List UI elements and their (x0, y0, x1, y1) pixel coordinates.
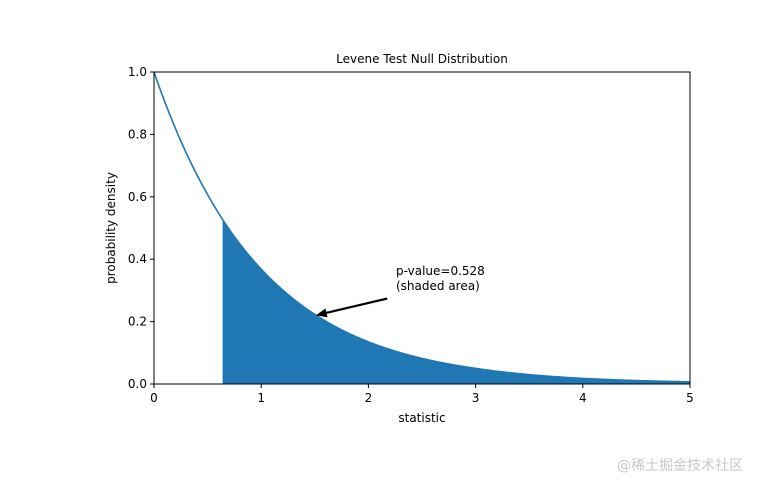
annotation-line-1: p-value=0.528 (396, 264, 485, 278)
annotation-line-2: (shaded area) (396, 279, 480, 293)
x-axis-ticks: 0 1 2 3 4 5 (150, 384, 694, 405)
y-tick-label: 1.0 (128, 65, 147, 79)
arrow-shaft (326, 297, 388, 314)
plot-area (153, 71, 691, 384)
x-tick-label: 2 (365, 391, 373, 405)
y-tick-label: 0.4 (128, 252, 147, 266)
y-tick-label: 0.2 (128, 315, 147, 329)
x-axis-label: statistic (398, 411, 445, 425)
watermark: @稀土掘金技术社区 (617, 458, 743, 474)
y-tick-label: 0.6 (128, 190, 147, 204)
pdf-line (153, 71, 691, 383)
shaded-area (222, 219, 690, 384)
x-tick-label: 0 (150, 391, 158, 405)
x-tick-label: 1 (257, 391, 265, 405)
x-tick-label: 4 (579, 391, 587, 405)
arrow-head-icon (315, 308, 328, 318)
y-axis-ticks: 0.0 0.2 0.4 0.6 0.8 1.0 (128, 65, 154, 391)
y-tick-label: 0.0 (128, 377, 147, 391)
x-tick-label: 3 (472, 391, 480, 405)
y-axis-label: probability density (104, 172, 118, 284)
y-tick-label: 0.8 (128, 127, 147, 141)
x-tick-label: 5 (686, 391, 694, 405)
axes-frame (153, 71, 691, 385)
annotation: p-value=0.528 (shaded area) (315, 264, 485, 318)
chart-title: Levene Test Null Distribution (336, 52, 508, 66)
